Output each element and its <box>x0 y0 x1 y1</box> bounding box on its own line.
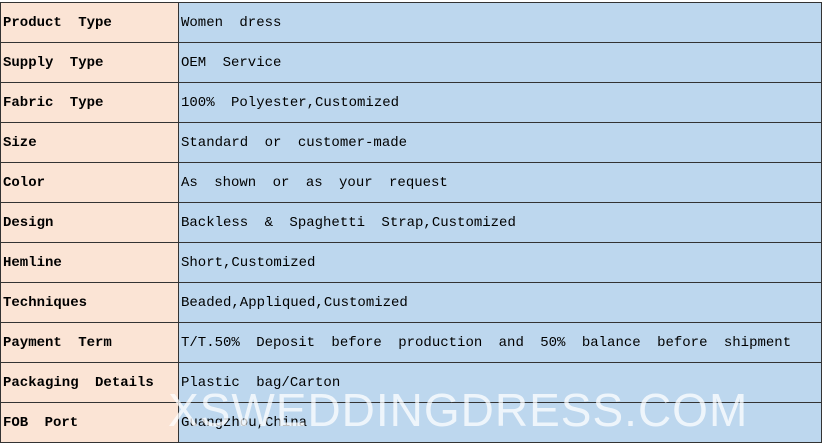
table-row: Hemline Short,Customized <box>0 242 822 283</box>
row-value: Guangzhou,China <box>178 402 822 443</box>
row-label: Techniques <box>0 282 179 323</box>
table-row: Color As shown or as your request <box>0 162 822 203</box>
row-value: Backless & Spaghetti Strap,Customized <box>178 202 822 243</box>
row-value: Plastic bag/Carton <box>178 362 822 403</box>
table-row: Product Type Women dress <box>0 2 822 43</box>
row-label: Payment Term <box>0 322 179 363</box>
row-label: Size <box>0 122 179 163</box>
row-label: Color <box>0 162 179 203</box>
row-value: Women dress <box>178 2 822 43</box>
table-row: Payment Term T/T.50% Deposit before produ… <box>0 322 822 363</box>
table-row: Fabric Type 100% Polyester,Customized <box>0 82 822 123</box>
row-label: Packaging Details <box>0 362 179 403</box>
row-value: T/T.50% Deposit before production and 50… <box>178 322 822 363</box>
row-label: Design <box>0 202 179 243</box>
table-row: Design Backless & Spaghetti Strap,Customi… <box>0 202 822 243</box>
row-label: Supply Type <box>0 42 179 83</box>
row-value: Short,Customized <box>178 242 822 283</box>
row-value: 100% Polyester,Customized <box>178 82 822 123</box>
row-value: Standard or customer-made <box>178 122 822 163</box>
row-value: OEM Service <box>178 42 822 83</box>
row-value: As shown or as your request <box>178 162 822 203</box>
table-row: Techniques Beaded,Appliqued,Customized <box>0 282 822 323</box>
row-label: FOB Port <box>0 402 179 443</box>
row-label: Product Type <box>0 2 179 43</box>
row-label: Fabric Type <box>0 82 179 123</box>
table-row: Packaging Details Plastic bag/Carton <box>0 362 822 403</box>
table-row: Supply Type OEM Service <box>0 42 822 83</box>
table-row: Size Standard or customer-made <box>0 122 822 163</box>
row-label: Hemline <box>0 242 179 283</box>
row-value: Beaded,Appliqued,Customized <box>178 282 822 323</box>
table-row: FOB Port Guangzhou,China <box>0 402 822 443</box>
